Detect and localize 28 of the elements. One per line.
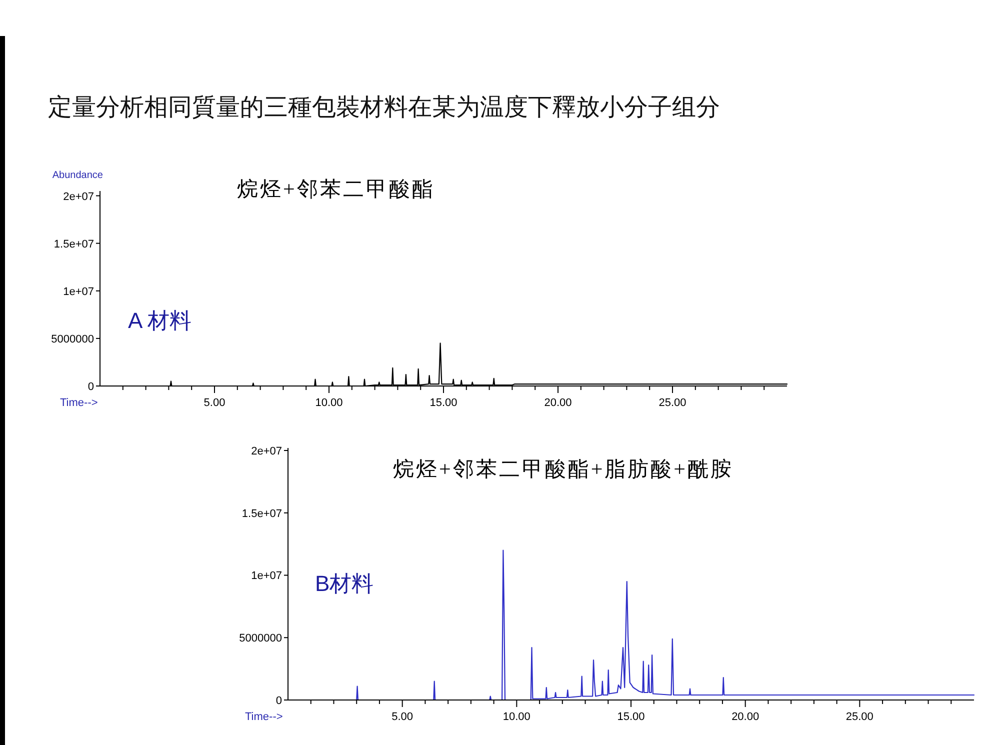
y-tick-label: 2e+07 bbox=[63, 190, 94, 203]
y-tick-label: 1e+07 bbox=[251, 570, 282, 582]
y-tick-label: 1.5e+07 bbox=[242, 508, 282, 520]
y-tick-label: 0 bbox=[276, 695, 282, 707]
annotation: B材料 bbox=[315, 571, 374, 596]
y-tick-label: 1e+07 bbox=[63, 286, 94, 298]
y-tick-label: 5000000 bbox=[239, 632, 282, 645]
x-tick-label: 25.00 bbox=[658, 397, 686, 409]
x-tick-label: 5.00 bbox=[204, 397, 226, 409]
x-tick-label: 10.00 bbox=[502, 711, 530, 723]
annotation: A 材料 bbox=[128, 308, 192, 333]
x-tick-label: 20.00 bbox=[544, 397, 572, 409]
x-tick-label: 15.00 bbox=[430, 397, 458, 409]
y-tick-label: 5000000 bbox=[51, 333, 94, 346]
x-axis-title: Time--> bbox=[245, 711, 283, 723]
x-tick-label: 5.00 bbox=[392, 711, 414, 723]
x-tick-label: 25.00 bbox=[846, 711, 874, 723]
y-tick-label: 1.5e+07 bbox=[54, 238, 94, 250]
y-tick-label: 2e+07 bbox=[251, 446, 282, 458]
subtitle: 烷烃+邻苯二甲酸酯+脂肪酸+酰胺 bbox=[393, 457, 734, 481]
x-tick-label: 15.00 bbox=[617, 711, 645, 723]
title: 定量分析相同質量的三種包裝材料在某为温度下釋放小分子组分 bbox=[48, 94, 720, 121]
subtitle: 烷烃+邻苯二甲酸酯 bbox=[237, 177, 435, 201]
x-tick-label: 10.00 bbox=[315, 397, 343, 409]
y-tick-label: 0 bbox=[88, 381, 94, 393]
y-axis-title: Abundance bbox=[52, 170, 103, 181]
x-tick-label: 20.00 bbox=[732, 711, 760, 723]
x-axis-title: Time--> bbox=[60, 397, 98, 409]
